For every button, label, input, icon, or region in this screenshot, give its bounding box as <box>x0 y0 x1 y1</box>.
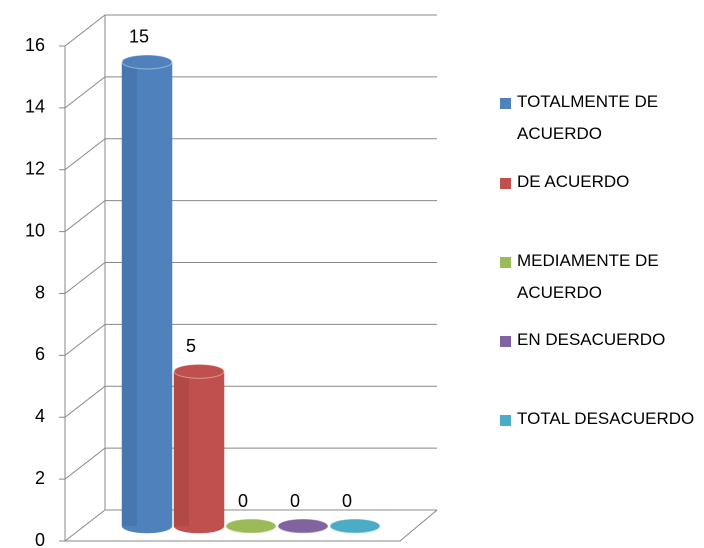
legend-label: DE ACUERDO <box>517 172 630 191</box>
grid-line <box>59 323 437 356</box>
y-tick-label: 14 <box>25 97 45 117</box>
legend-swatch <box>500 336 511 347</box>
grid-line <box>59 262 437 294</box>
legend-swatch <box>500 98 511 109</box>
grid-line <box>59 14 437 47</box>
value-label: 0 <box>342 491 352 511</box>
grid-line <box>59 385 437 418</box>
bar-shade <box>122 61 137 526</box>
y-tick-label: 4 <box>35 406 45 426</box>
legend-entry: DE ACUERDO <box>500 172 700 198</box>
bar-top <box>173 363 225 379</box>
bar-top <box>329 518 381 534</box>
floor-edge <box>65 509 438 542</box>
legend-entry: EN DESACUERDO <box>500 330 700 356</box>
legend-entry: TOTALMENTE DE ACUERDO <box>500 92 700 150</box>
grid-line <box>59 200 437 233</box>
grid-line <box>59 447 437 480</box>
legend-entry: MEDIAMENTE DE ACUERDO <box>500 251 700 309</box>
bar-shade <box>174 371 189 526</box>
legend-label: TOTAL DESACUERDO <box>517 409 695 428</box>
y-tick-label: 16 <box>25 35 45 55</box>
value-label: 0 <box>238 491 248 511</box>
legend-swatch <box>500 178 511 189</box>
bar <box>173 371 225 534</box>
legend-label: MEDIAMENTE DE ACUERDO <box>517 251 659 302</box>
y-tick-label: 6 <box>35 344 45 364</box>
y-tick-label: 2 <box>35 468 45 488</box>
grid-line <box>59 76 437 109</box>
bar <box>121 61 173 534</box>
y-tick-label: 0 <box>35 530 45 548</box>
grid-line <box>59 509 437 542</box>
bar-top <box>225 518 277 534</box>
y-tick-label: 10 <box>25 220 45 240</box>
legend-label: EN DESACUERDO <box>517 330 666 349</box>
bar-top <box>121 54 173 70</box>
value-label: 0 <box>290 491 300 511</box>
bar-top <box>277 518 329 534</box>
legend-swatch <box>500 257 511 268</box>
legend-entry: TOTAL DESACUERDO <box>500 409 700 435</box>
legend-label: TOTALMENTE DE ACUERDO <box>517 92 659 143</box>
value-label: 15 <box>129 27 149 47</box>
value-label: 5 <box>186 336 196 356</box>
y-tick-label: 12 <box>25 159 45 179</box>
legend-swatch <box>500 415 511 426</box>
grid-line <box>59 138 437 171</box>
y-tick-label: 8 <box>35 282 45 302</box>
